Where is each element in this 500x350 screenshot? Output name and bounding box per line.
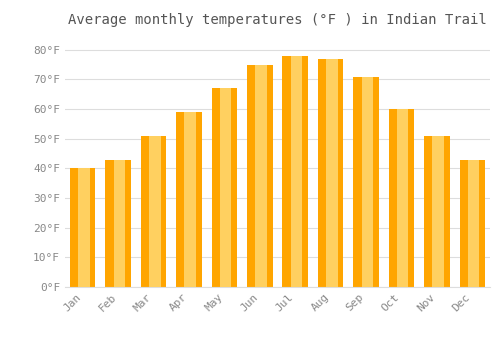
Bar: [354, 77, 379, 287]
Bar: [106, 160, 131, 287]
Bar: [149, 136, 160, 287]
Bar: [141, 136, 167, 287]
Bar: [397, 109, 408, 287]
Bar: [362, 77, 373, 287]
Bar: [326, 59, 338, 287]
Bar: [282, 56, 308, 287]
Bar: [114, 160, 125, 287]
Bar: [256, 65, 267, 287]
Bar: [247, 65, 272, 287]
Bar: [460, 160, 485, 287]
Bar: [220, 88, 232, 287]
Title: Average monthly temperatures (°F ) in Indian Trail: Average monthly temperatures (°F ) in In…: [68, 13, 487, 27]
Bar: [70, 168, 96, 287]
Bar: [212, 88, 237, 287]
Bar: [318, 59, 344, 287]
Bar: [78, 168, 90, 287]
Bar: [424, 136, 450, 287]
Bar: [432, 136, 444, 287]
Bar: [176, 112, 202, 287]
Bar: [388, 109, 414, 287]
Bar: [290, 56, 302, 287]
Bar: [184, 112, 196, 287]
Bar: [468, 160, 479, 287]
